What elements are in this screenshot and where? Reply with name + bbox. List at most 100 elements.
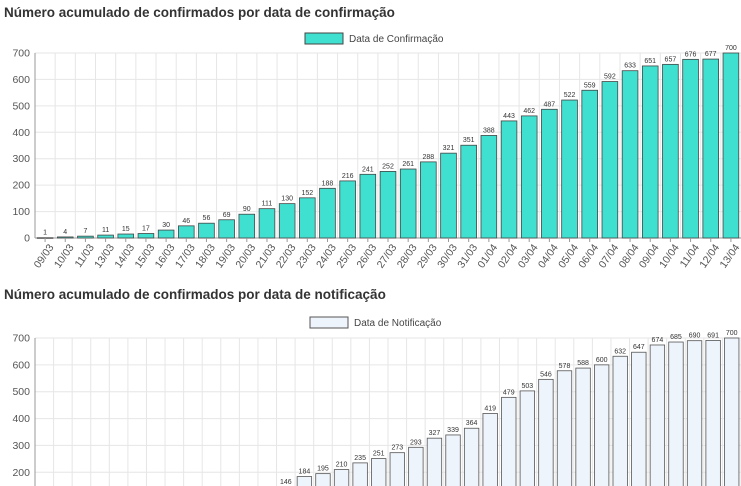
data-label: 30	[162, 222, 170, 229]
data-label: 487	[544, 101, 556, 108]
x-tick-label: 23/03	[294, 242, 319, 271]
x-tick-label: 28/03	[395, 242, 420, 271]
bar	[117, 233, 135, 239]
data-label: 241	[362, 166, 374, 173]
bar	[501, 396, 517, 486]
data-label: 321	[443, 145, 455, 152]
data-label: 419	[484, 405, 496, 412]
y-tick-label: 700	[12, 48, 30, 60]
bar	[399, 168, 417, 239]
data-label: 184	[299, 469, 311, 476]
data-label: 252	[382, 163, 394, 170]
data-label: 578	[559, 363, 571, 370]
x-tick-label: 11/03	[72, 242, 97, 270]
x-tick-label: 07/04	[596, 242, 621, 271]
x-tick-label: 06/04	[576, 242, 601, 271]
x-tick-label: 15/03	[133, 242, 158, 271]
data-label: 17	[142, 226, 150, 233]
data-label: 364	[466, 420, 478, 427]
bar	[319, 187, 336, 239]
data-label: 647	[633, 344, 645, 351]
data-label: 559	[584, 82, 596, 89]
x-tick-label: 21/03	[254, 242, 279, 271]
bar	[581, 89, 598, 239]
data-label: 15	[122, 226, 130, 233]
data-label: 600	[596, 357, 608, 364]
x-tick-label: 17/03	[173, 242, 198, 271]
bar	[594, 364, 610, 486]
x-tick-label: 04/04	[536, 242, 561, 271]
data-label: 462	[523, 108, 535, 115]
data-label: 632	[614, 348, 626, 355]
data-label: 111	[262, 201, 273, 208]
x-tick-label: 29/03	[415, 242, 440, 271]
data-label: 479	[503, 389, 515, 396]
x-tick-label: 08/04	[617, 242, 642, 271]
y-tick-label: 600	[12, 74, 30, 86]
bar	[426, 437, 443, 486]
y-tick-label: 500	[12, 386, 30, 398]
bar	[258, 208, 276, 239]
x-tick-label: 26/03	[354, 242, 379, 271]
bar	[631, 351, 647, 486]
bar	[445, 434, 461, 486]
x-tick-label: 02/04	[496, 242, 521, 271]
bar	[662, 63, 679, 239]
data-label: 4	[63, 229, 67, 236]
bar	[705, 340, 721, 486]
data-label: 674	[652, 337, 664, 344]
x-tick-label: 31/03	[455, 242, 480, 271]
x-tick-label: 22/03	[274, 242, 299, 271]
bar	[460, 144, 477, 239]
data-label: 90	[243, 206, 251, 213]
x-tick-label: 10/04	[657, 242, 682, 271]
bar	[722, 52, 740, 239]
bar	[157, 229, 175, 239]
bar	[137, 233, 155, 239]
y-tick-label: 100	[12, 206, 30, 218]
x-tick-label: 30/03	[435, 242, 460, 271]
bar	[724, 337, 740, 486]
data-label: 273	[391, 445, 403, 452]
bar	[77, 235, 94, 239]
y-tick-label: 400	[12, 127, 30, 139]
bar	[97, 234, 114, 239]
x-tick-label: 18/03	[193, 242, 218, 271]
bar	[333, 469, 350, 486]
bar	[359, 173, 377, 239]
bar	[315, 473, 331, 486]
bar	[278, 203, 296, 239]
bar	[541, 108, 558, 239]
data-label: 1	[43, 230, 47, 237]
bar	[641, 65, 659, 239]
legend-label: Data de Notificação	[354, 318, 442, 329]
legend-swatch	[304, 32, 344, 45]
bar	[218, 219, 235, 239]
x-tick-label: 12/04	[697, 242, 722, 271]
x-tick-label: 25/03	[334, 242, 359, 271]
data-label: 676	[685, 51, 697, 58]
bar	[601, 81, 619, 239]
data-label: 546	[540, 371, 552, 378]
data-label: 261	[402, 161, 414, 168]
bar	[299, 197, 316, 239]
data-label: 388	[483, 127, 495, 134]
bar	[352, 462, 368, 486]
legend-label: Data de Confirmação	[349, 34, 444, 45]
bar	[238, 213, 256, 239]
data-label: 339	[447, 427, 459, 434]
bar	[371, 458, 387, 486]
bar	[668, 341, 684, 486]
data-label: 152	[301, 190, 313, 197]
x-tick-label: 10/03	[52, 242, 77, 271]
y-tick-label: 400	[12, 413, 30, 425]
bar	[480, 135, 498, 239]
x-tick-label: 27/03	[375, 242, 400, 271]
data-label: 216	[342, 173, 354, 180]
data-label: 210	[336, 462, 348, 469]
bar	[178, 225, 195, 239]
bar	[379, 170, 397, 239]
bar	[296, 476, 313, 486]
data-label: 503	[521, 383, 533, 390]
x-tick-label: 01/04	[475, 242, 500, 271]
